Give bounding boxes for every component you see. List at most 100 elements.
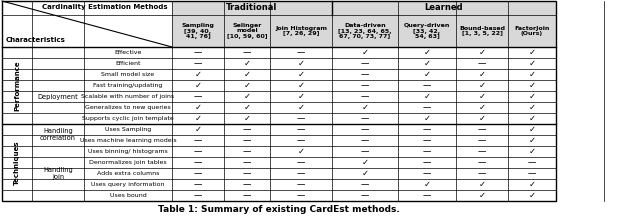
Text: —: — (361, 136, 369, 145)
Bar (270, 168, 332, 179)
Text: ✓: ✓ (195, 114, 202, 123)
Text: ✓: ✓ (424, 48, 431, 57)
Bar (456, 168, 508, 179)
Bar (456, 179, 508, 190)
Bar (270, 157, 332, 168)
Bar (172, 157, 224, 168)
Text: —: — (194, 169, 202, 178)
Text: —: — (361, 114, 369, 123)
Text: ✓: ✓ (195, 125, 202, 134)
Bar (398, 113, 456, 124)
Text: Sampling
[39, 40,
41, 76]: Sampling [39, 40, 41, 76] (182, 23, 214, 39)
Bar (332, 124, 398, 135)
Bar (224, 69, 270, 80)
Bar (398, 69, 456, 80)
Text: Performance: Performance (14, 60, 20, 111)
Bar (456, 91, 508, 102)
Bar (224, 179, 270, 190)
Bar (332, 168, 398, 179)
Bar (270, 135, 332, 146)
Text: ✓: ✓ (298, 92, 305, 101)
Bar (2, 190, 556, 201)
Text: —: — (297, 158, 305, 167)
Bar (172, 1, 332, 15)
Text: ✓: ✓ (529, 59, 536, 68)
Bar (332, 47, 398, 58)
Bar (508, 58, 556, 69)
Text: Learned: Learned (425, 3, 463, 13)
Bar (398, 146, 456, 157)
Bar (456, 146, 508, 157)
Text: ✓: ✓ (243, 92, 250, 101)
Bar (398, 91, 456, 102)
Text: ✓: ✓ (529, 103, 536, 112)
Bar (2, 80, 556, 91)
Text: Cardinality Estimation Methods: Cardinality Estimation Methods (42, 4, 168, 10)
Text: Join Histogram
[7, 26, 29]: Join Histogram [7, 26, 29] (275, 26, 327, 36)
Text: ✓: ✓ (529, 48, 536, 57)
Text: ✓: ✓ (529, 114, 536, 123)
Bar (508, 179, 556, 190)
Text: —: — (361, 70, 369, 79)
Bar (332, 146, 398, 157)
Bar (332, 69, 398, 80)
Bar (270, 91, 332, 102)
Text: Supports cyclic join template: Supports cyclic join template (82, 116, 174, 121)
Bar (508, 135, 556, 146)
Text: ✓: ✓ (529, 125, 536, 134)
Text: —: — (243, 169, 251, 178)
Text: —: — (194, 158, 202, 167)
Text: ✓: ✓ (424, 92, 431, 101)
Bar (508, 124, 556, 135)
Bar (172, 124, 224, 135)
Text: FactorJoin
(Ours): FactorJoin (Ours) (515, 26, 550, 36)
Text: ✓: ✓ (243, 114, 250, 123)
Text: —: — (528, 158, 536, 167)
Text: —: — (243, 158, 251, 167)
Bar (2, 58, 556, 69)
Bar (398, 190, 456, 201)
Bar (224, 124, 270, 135)
Bar (270, 58, 332, 69)
Bar (84, 58, 172, 69)
Text: —: — (297, 180, 305, 189)
Text: Effective: Effective (115, 50, 141, 55)
Bar (224, 146, 270, 157)
Bar (84, 47, 172, 58)
Text: ✓: ✓ (243, 103, 250, 112)
Bar (456, 157, 508, 168)
Bar (508, 91, 556, 102)
Bar (270, 69, 332, 80)
Text: —: — (194, 92, 202, 101)
Bar (508, 80, 556, 91)
Bar (508, 168, 556, 179)
Bar (172, 58, 224, 69)
Bar (270, 124, 332, 135)
Bar (2, 47, 556, 58)
Bar (270, 102, 332, 113)
Bar (84, 113, 172, 124)
Bar (172, 91, 224, 102)
Bar (456, 102, 508, 113)
Bar (398, 58, 456, 69)
Text: —: — (297, 48, 305, 57)
Text: ✓: ✓ (529, 147, 536, 156)
Text: —: — (194, 147, 202, 156)
Bar (172, 102, 224, 113)
Text: Uses binning/ histograms: Uses binning/ histograms (88, 149, 168, 154)
Bar (456, 80, 508, 91)
Text: ✓: ✓ (298, 70, 305, 79)
Text: —: — (243, 125, 251, 134)
Text: Data-driven
[13, 23, 64, 65,
67, 70, 73, 77]: Data-driven [13, 23, 64, 65, 67, 70, 73,… (338, 23, 392, 39)
Bar (84, 102, 172, 113)
Text: Handling
correlation: Handling correlation (40, 128, 76, 141)
Bar (398, 168, 456, 179)
Text: ✓: ✓ (298, 103, 305, 112)
Text: Uses query information: Uses query information (92, 182, 164, 187)
Bar (172, 69, 224, 80)
Text: Characteristics: Characteristics (6, 37, 66, 43)
Bar (224, 168, 270, 179)
Text: Uses Sampling: Uses Sampling (105, 127, 151, 132)
Bar (332, 15, 398, 47)
Text: ✓: ✓ (298, 81, 305, 90)
